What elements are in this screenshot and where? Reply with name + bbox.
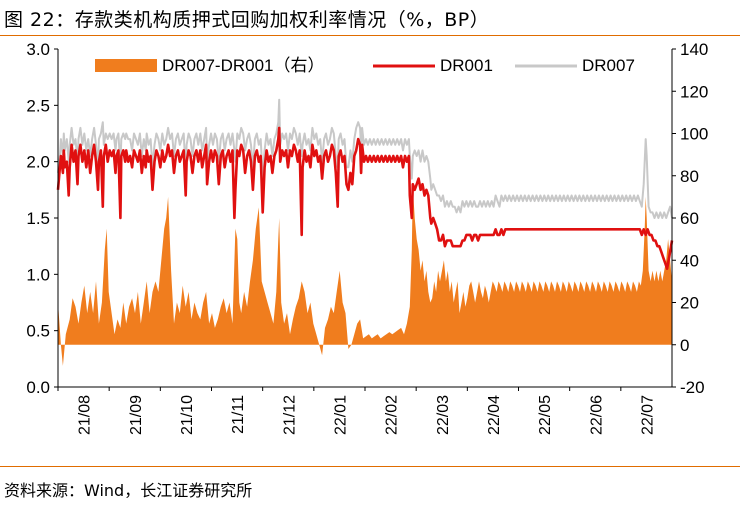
area-dr007-minus-dr001 [58, 186, 672, 366]
tick-label-left: 1.5 [26, 209, 50, 228]
tick-label-right: 120 [680, 82, 708, 101]
tick-label-x: 21/12 [281, 395, 298, 435]
legend-label-dr001: DR001 [440, 56, 493, 75]
tick-label-x: 21/11 [230, 395, 247, 434]
legend-label-dr007: DR007 [582, 56, 635, 75]
tick-label-right: 60 [680, 209, 699, 228]
tick-label-x: 21/08 [77, 395, 94, 435]
tick-label-right: 20 [680, 294, 699, 313]
plot-area [56, 98, 674, 366]
tick-label-x: 22/06 [588, 395, 605, 435]
legend-swatch-area [95, 59, 157, 72]
legend-label-area: DR007-DR001（右） [162, 56, 325, 75]
tick-label-x: 22/05 [537, 395, 554, 435]
tick-label-left: 0.0 [26, 378, 50, 397]
line-dr001 [56, 126, 674, 270]
chart: 0.0 0.5 1.0 1.5 2.0 2.5 3.0 -20 0 20 40 60 80 100 120 1… [26, 40, 708, 435]
tick-label-right: -20 [680, 378, 705, 397]
tick-label-left: 3.0 [26, 40, 50, 59]
legend: DR007-DR001（右） DR001 DR007 [95, 56, 635, 75]
tick-label-x: 21/09 [128, 395, 145, 435]
tick-label-x: 22/07 [639, 395, 656, 435]
source-bar: 资料来源：Wind，长江证券研究所 [0, 466, 740, 505]
tick-label-x: 22/02 [384, 395, 401, 435]
tick-label-x: 22/01 [332, 395, 349, 435]
tick-label-right: 140 [680, 40, 708, 59]
tick-label-left: 2.5 [26, 96, 50, 115]
tick-label-left: 1.0 [26, 265, 50, 284]
tick-label-right: 0 [680, 336, 689, 355]
tick-label-left: 0.5 [26, 322, 50, 341]
tick-label-right: 100 [680, 125, 708, 144]
tick-label-x: 22/04 [486, 395, 503, 435]
tick-label-x: 21/10 [179, 395, 196, 435]
figure-title: 图 22：存款类机构质押式回购加权利率情况（%，BP） [4, 9, 490, 31]
line-dr007 [57, 98, 673, 219]
tick-label-left: 2.0 [26, 153, 50, 172]
source-note: 资料来源：Wind，长江证券研究所 [4, 481, 253, 500]
title-bar: 图 22：存款类机构质押式回购加权利率情况（%，BP） [0, 0, 740, 36]
axes: 0.0 0.5 1.0 1.5 2.0 2.5 3.0 -20 0 20 40 60 80 100 120 1… [26, 40, 708, 435]
tick-label-right: 80 [680, 167, 699, 186]
tick-label-right: 40 [680, 251, 699, 270]
tick-label-x: 22/03 [435, 395, 452, 435]
